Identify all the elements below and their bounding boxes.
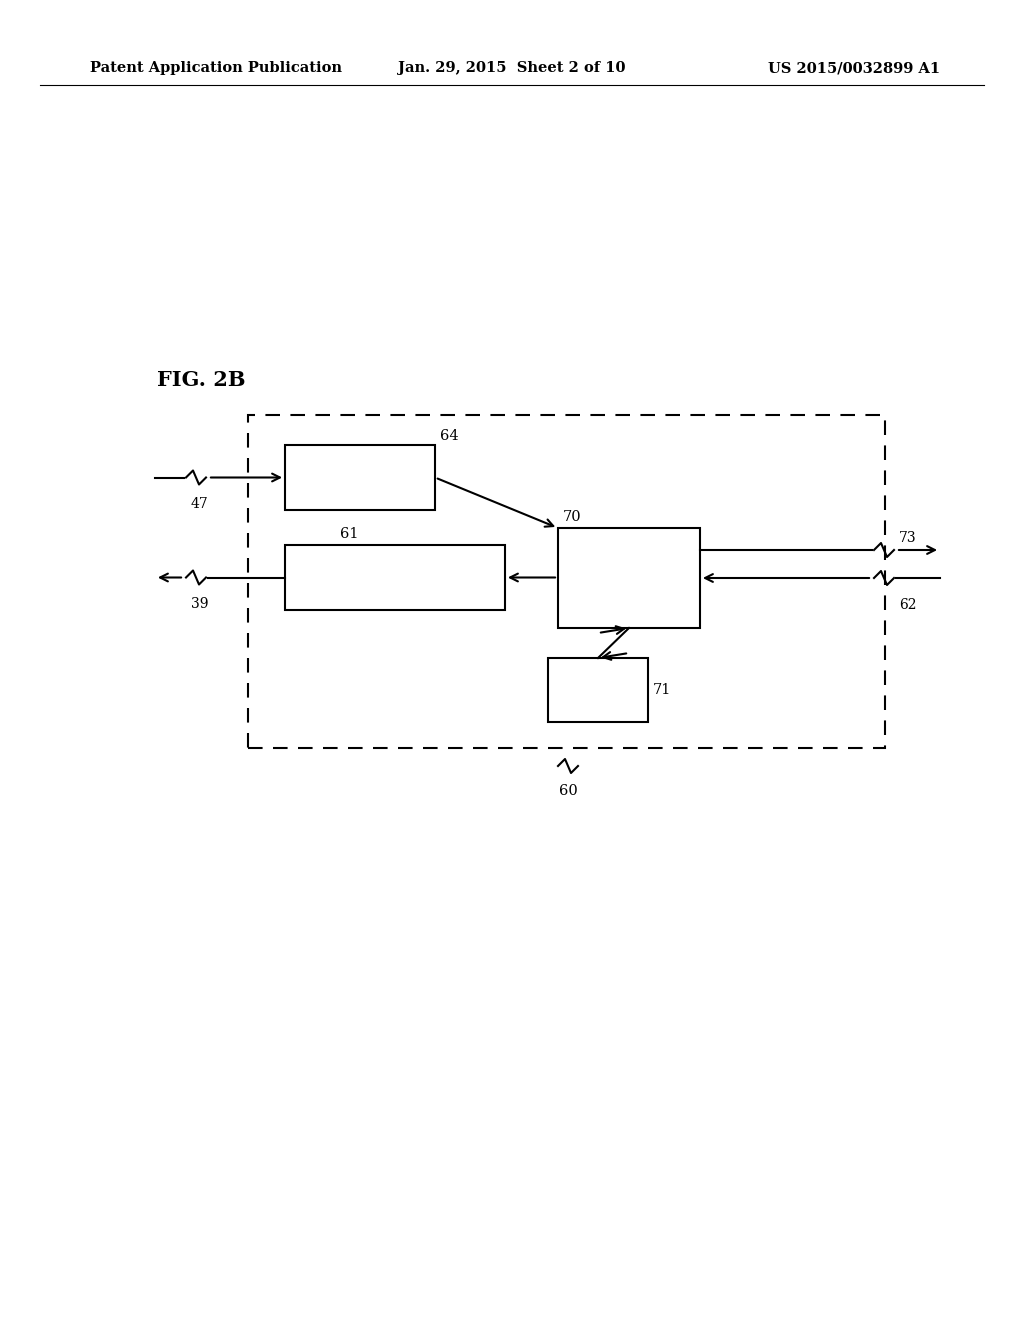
Text: 47: 47 xyxy=(191,498,209,511)
Text: 60: 60 xyxy=(559,784,578,799)
Bar xyxy=(285,445,435,510)
Bar xyxy=(548,657,648,722)
Bar xyxy=(558,528,700,628)
Text: 62: 62 xyxy=(899,598,916,612)
Text: Patent Application Publication: Patent Application Publication xyxy=(90,61,342,75)
Text: FIG. 2B: FIG. 2B xyxy=(157,370,246,389)
Text: 39: 39 xyxy=(191,598,209,611)
Text: 61: 61 xyxy=(340,527,358,541)
Text: US 2015/0032899 A1: US 2015/0032899 A1 xyxy=(768,61,940,75)
Text: 64: 64 xyxy=(440,429,459,444)
Bar xyxy=(285,545,505,610)
Text: Jan. 29, 2015  Sheet 2 of 10: Jan. 29, 2015 Sheet 2 of 10 xyxy=(398,61,626,75)
Text: 73: 73 xyxy=(899,531,916,545)
Text: 71: 71 xyxy=(653,682,672,697)
Bar xyxy=(248,414,885,748)
Text: 70: 70 xyxy=(563,510,582,524)
